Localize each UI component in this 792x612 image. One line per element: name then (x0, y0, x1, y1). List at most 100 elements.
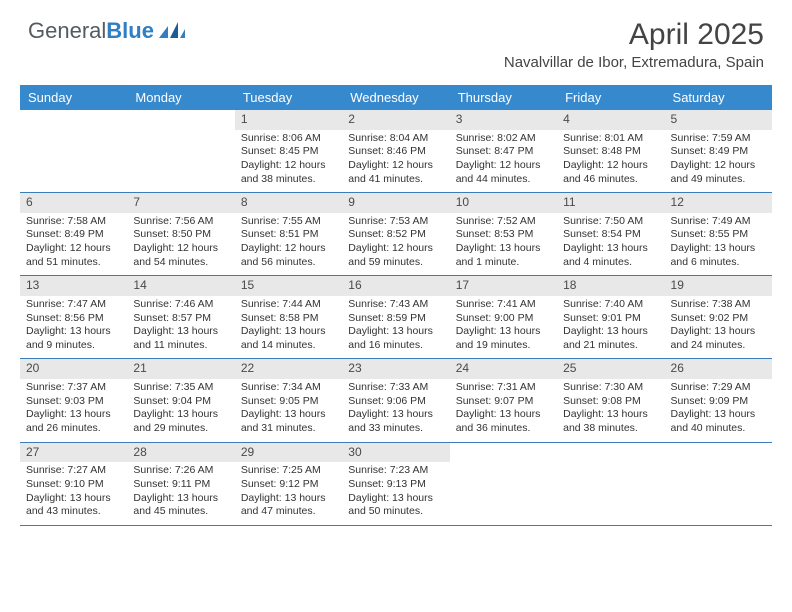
day-cell: 19Sunrise: 7:38 AMSunset: 9:02 PMDayligh… (665, 276, 772, 358)
weekday-header: Tuesday (235, 85, 342, 110)
daylight-text: Daylight: 13 hours and 1 minute. (456, 242, 551, 269)
daylight-text: Daylight: 12 hours and 46 minutes. (563, 159, 658, 186)
day-data: Sunrise: 8:01 AMSunset: 8:48 PMDaylight:… (557, 130, 664, 193)
sunrise-text: Sunrise: 7:55 AM (241, 215, 336, 229)
day-cell: 30Sunrise: 7:23 AMSunset: 9:13 PMDayligh… (342, 443, 449, 525)
day-cell: 7Sunrise: 7:56 AMSunset: 8:50 PMDaylight… (127, 193, 234, 275)
day-number (665, 443, 772, 447)
daylight-text: Daylight: 13 hours and 29 minutes. (133, 408, 228, 435)
day-data: Sunrise: 7:29 AMSunset: 9:09 PMDaylight:… (665, 379, 772, 442)
day-data: Sunrise: 7:53 AMSunset: 8:52 PMDaylight:… (342, 213, 449, 276)
day-data: Sunrise: 7:35 AMSunset: 9:04 PMDaylight:… (127, 379, 234, 442)
day-number (127, 110, 234, 114)
daylight-text: Daylight: 13 hours and 26 minutes. (26, 408, 121, 435)
daylight-text: Daylight: 12 hours and 41 minutes. (348, 159, 443, 186)
daylight-text: Daylight: 12 hours and 54 minutes. (133, 242, 228, 269)
week-row: 20Sunrise: 7:37 AMSunset: 9:03 PMDayligh… (20, 359, 772, 442)
week-row: 13Sunrise: 7:47 AMSunset: 8:56 PMDayligh… (20, 276, 772, 359)
sunrise-text: Sunrise: 7:53 AM (348, 215, 443, 229)
sunrise-text: Sunrise: 7:58 AM (26, 215, 121, 229)
day-data: Sunrise: 7:50 AMSunset: 8:54 PMDaylight:… (557, 213, 664, 276)
day-number: 28 (127, 443, 234, 463)
day-cell: 21Sunrise: 7:35 AMSunset: 9:04 PMDayligh… (127, 359, 234, 441)
day-cell (450, 443, 557, 525)
weekday-header: Thursday (450, 85, 557, 110)
sunset-text: Sunset: 9:01 PM (563, 312, 658, 326)
daylight-text: Daylight: 13 hours and 45 minutes. (133, 492, 228, 519)
day-cell: 28Sunrise: 7:26 AMSunset: 9:11 PMDayligh… (127, 443, 234, 525)
day-number: 26 (665, 359, 772, 379)
day-data: Sunrise: 7:30 AMSunset: 9:08 PMDaylight:… (557, 379, 664, 442)
day-data: Sunrise: 7:41 AMSunset: 9:00 PMDaylight:… (450, 296, 557, 359)
day-data: Sunrise: 7:47 AMSunset: 8:56 PMDaylight:… (20, 296, 127, 359)
day-number: 11 (557, 193, 664, 213)
sunset-text: Sunset: 9:02 PM (671, 312, 766, 326)
sunset-text: Sunset: 8:53 PM (456, 228, 551, 242)
sunrise-text: Sunrise: 7:56 AM (133, 215, 228, 229)
day-data: Sunrise: 8:06 AMSunset: 8:45 PMDaylight:… (235, 130, 342, 193)
title-block: April 2025 Navalvillar de Ibor, Extremad… (504, 18, 764, 71)
daylight-text: Daylight: 13 hours and 14 minutes. (241, 325, 336, 352)
sunset-text: Sunset: 8:47 PM (456, 145, 551, 159)
daylight-text: Daylight: 13 hours and 4 minutes. (563, 242, 658, 269)
location: Navalvillar de Ibor, Extremadura, Spain (504, 54, 764, 71)
sunset-text: Sunset: 9:03 PM (26, 395, 121, 409)
calendar-header-row: Sunday Monday Tuesday Wednesday Thursday… (20, 85, 772, 110)
day-cell (557, 443, 664, 525)
day-number: 7 (127, 193, 234, 213)
day-data: Sunrise: 7:33 AMSunset: 9:06 PMDaylight:… (342, 379, 449, 442)
day-number: 24 (450, 359, 557, 379)
day-cell: 23Sunrise: 7:33 AMSunset: 9:06 PMDayligh… (342, 359, 449, 441)
sunset-text: Sunset: 8:49 PM (26, 228, 121, 242)
daylight-text: Daylight: 13 hours and 40 minutes. (671, 408, 766, 435)
day-number: 19 (665, 276, 772, 296)
weekday-header: Wednesday (342, 85, 449, 110)
day-number: 8 (235, 193, 342, 213)
day-number: 18 (557, 276, 664, 296)
daylight-text: Daylight: 13 hours and 38 minutes. (563, 408, 658, 435)
brand-name-blue: Blue (106, 18, 154, 43)
day-number: 6 (20, 193, 127, 213)
daylight-text: Daylight: 13 hours and 50 minutes. (348, 492, 443, 519)
day-data: Sunrise: 7:43 AMSunset: 8:59 PMDaylight:… (342, 296, 449, 359)
daylight-text: Daylight: 13 hours and 9 minutes. (26, 325, 121, 352)
sunset-text: Sunset: 8:49 PM (671, 145, 766, 159)
daylight-text: Daylight: 13 hours and 33 minutes. (348, 408, 443, 435)
sunrise-text: Sunrise: 7:31 AM (456, 381, 551, 395)
page-title: April 2025 (504, 18, 764, 52)
weeks-container: 1Sunrise: 8:06 AMSunset: 8:45 PMDaylight… (20, 110, 772, 526)
day-number: 15 (235, 276, 342, 296)
day-cell: 25Sunrise: 7:30 AMSunset: 9:08 PMDayligh… (557, 359, 664, 441)
day-cell: 22Sunrise: 7:34 AMSunset: 9:05 PMDayligh… (235, 359, 342, 441)
day-number: 23 (342, 359, 449, 379)
day-number: 5 (665, 110, 772, 130)
sunset-text: Sunset: 8:56 PM (26, 312, 121, 326)
daylight-text: Daylight: 13 hours and 36 minutes. (456, 408, 551, 435)
sunrise-text: Sunrise: 7:34 AM (241, 381, 336, 395)
sunrise-text: Sunrise: 7:40 AM (563, 298, 658, 312)
daylight-text: Daylight: 12 hours and 44 minutes. (456, 159, 551, 186)
sunrise-text: Sunrise: 7:59 AM (671, 132, 766, 146)
day-number: 2 (342, 110, 449, 130)
sunset-text: Sunset: 9:12 PM (241, 478, 336, 492)
sunset-text: Sunset: 9:00 PM (456, 312, 551, 326)
day-data: Sunrise: 7:46 AMSunset: 8:57 PMDaylight:… (127, 296, 234, 359)
day-data: Sunrise: 8:02 AMSunset: 8:47 PMDaylight:… (450, 130, 557, 193)
week-row: 27Sunrise: 7:27 AMSunset: 9:10 PMDayligh… (20, 443, 772, 526)
sunset-text: Sunset: 9:10 PM (26, 478, 121, 492)
day-cell: 2Sunrise: 8:04 AMSunset: 8:46 PMDaylight… (342, 110, 449, 192)
day-number: 30 (342, 443, 449, 463)
brand-logo: GeneralBlue (28, 18, 185, 44)
daylight-text: Daylight: 12 hours and 59 minutes. (348, 242, 443, 269)
day-cell: 18Sunrise: 7:40 AMSunset: 9:01 PMDayligh… (557, 276, 664, 358)
sunset-text: Sunset: 8:46 PM (348, 145, 443, 159)
header: GeneralBlue April 2025 Navalvillar de Ib… (0, 0, 792, 79)
sunset-text: Sunset: 9:09 PM (671, 395, 766, 409)
sunrise-text: Sunrise: 8:06 AM (241, 132, 336, 146)
sunset-text: Sunset: 8:54 PM (563, 228, 658, 242)
day-cell: 26Sunrise: 7:29 AMSunset: 9:09 PMDayligh… (665, 359, 772, 441)
day-cell: 17Sunrise: 7:41 AMSunset: 9:00 PMDayligh… (450, 276, 557, 358)
weekday-header: Sunday (20, 85, 127, 110)
daylight-text: Daylight: 12 hours and 51 minutes. (26, 242, 121, 269)
daylight-text: Daylight: 12 hours and 56 minutes. (241, 242, 336, 269)
